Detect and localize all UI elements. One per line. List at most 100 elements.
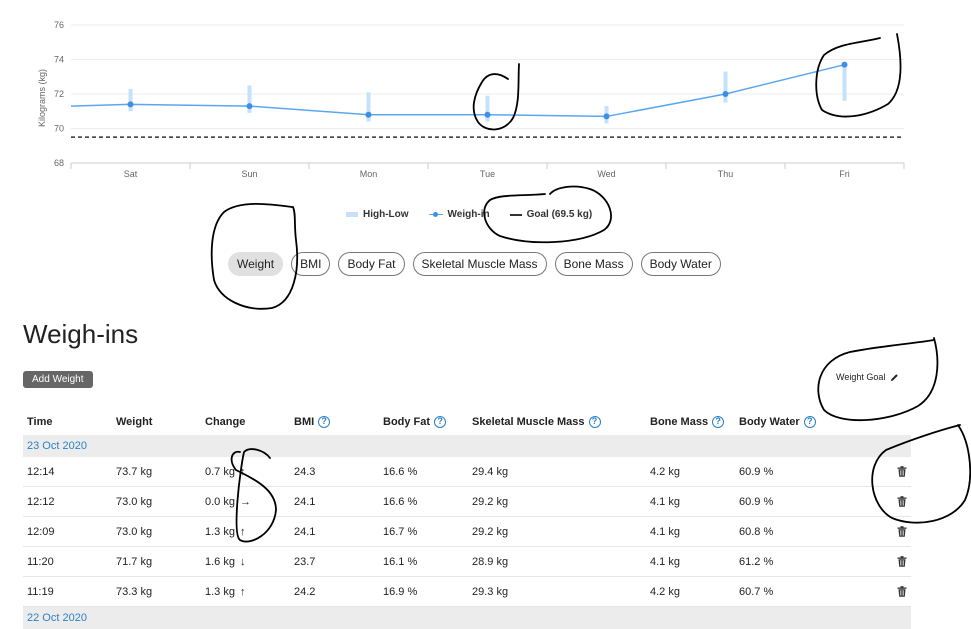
- legend-weigh-in-label: Weigh-in: [447, 209, 490, 220]
- trash-icon[interactable]: [897, 466, 907, 477]
- cell-change: 1.3 kg ↑: [201, 526, 290, 538]
- high-low-bar: [842, 64, 847, 101]
- trash-icon[interactable]: [897, 556, 907, 567]
- pill-bone-mass[interactable]: Bone Mass: [554, 252, 633, 276]
- table-row[interactable]: 11:20 71.7 kg 1.6 kg ↓ 23.7 16.1 % 28.9 kg 4.1 …: [23, 547, 911, 577]
- change-value: 0.7 kg: [205, 465, 235, 478]
- weigh-in-swatch: [428, 211, 443, 219]
- cell-body-water: 60.9 %: [739, 495, 774, 508]
- table-row[interactable]: 12:12 73.0 kg 0.0 kg → 24.1 16.6 % 29.2 kg 4.1 …: [23, 487, 911, 517]
- metric-selector: Weight BMI Body Fat Skeletal Muscle Mass…: [228, 252, 721, 276]
- cell-body-water: 61.2 %: [739, 555, 774, 568]
- header-body-water[interactable]: Body Water?: [735, 415, 855, 428]
- weight-goal-button[interactable]: Weight Goal: [836, 372, 899, 382]
- header-weight[interactable]: Weight: [116, 415, 153, 428]
- add-weight-button[interactable]: Add Weight: [23, 371, 93, 388]
- pill-weight[interactable]: Weight: [228, 252, 284, 276]
- y-tick-label: 76: [54, 20, 64, 30]
- trash-icon[interactable]: [897, 496, 907, 507]
- cell-weight: 73.0 kg: [116, 525, 153, 538]
- header-body-fat[interactable]: Body Fat?: [379, 415, 468, 428]
- cell-body-fat: 16.7 %: [383, 525, 418, 538]
- x-tick-label: Mon: [360, 169, 378, 179]
- high-low-bar: [366, 92, 371, 122]
- legend-goal[interactable]: Goal (69.5 kg): [509, 209, 593, 220]
- date-group-header: 23 Oct 2020: [23, 435, 911, 457]
- cell-change: 1.3 kg ↑: [201, 586, 290, 598]
- trend-arrow-icon: ↑: [239, 465, 246, 478]
- change-value: 1.3 kg: [205, 585, 235, 598]
- delete-cell: [855, 466, 911, 477]
- weight-chart: Kilograms (kg) 68 70 72 74 76 Sat Sun Mon Tue Wed…: [37, 20, 905, 179]
- change-value: 1.3 kg: [205, 525, 235, 538]
- cell-body-fat: 16.6 %: [383, 495, 418, 508]
- legend-weigh-in[interactable]: Weigh-in: [428, 209, 490, 220]
- cell-body-water: 60.9 %: [739, 465, 774, 478]
- cell-body-fat: 16.1 %: [383, 555, 418, 568]
- table-row[interactable]: 11:19 73.3 kg 1.3 kg ↑ 24.2 16.9 % 29.3 kg 4.2 …: [23, 577, 911, 607]
- pill-skeletal-muscle-mass[interactable]: Skeletal Muscle Mass: [412, 252, 547, 276]
- header-body-fat-label: Body Fat: [383, 415, 431, 428]
- trend-arrow-icon: ↓: [239, 555, 246, 568]
- x-tick-label: Sat: [124, 169, 138, 179]
- header-water-label: Body Water: [739, 415, 800, 428]
- weight-goal-label: Weight Goal: [836, 372, 886, 382]
- cell-bmi: 23.7: [294, 555, 316, 568]
- table-row[interactable]: 12:14 73.7 kg 0.7 kg ↑ 24.3 16.6 % 29.4 kg 4.2 …: [23, 457, 911, 487]
- cell-bone-mass: 4.2 kg: [650, 585, 680, 598]
- trend-arrow-icon: →: [239, 495, 251, 508]
- weigh-in-point: [722, 91, 729, 97]
- high-low-bar: [128, 88, 133, 112]
- cell-time: 11:19: [27, 585, 54, 598]
- header-skeletal-muscle-mass[interactable]: Skeletal Muscle Mass?: [468, 415, 646, 428]
- header-time[interactable]: Time: [27, 415, 53, 428]
- x-tick-label: Thu: [718, 169, 734, 179]
- table-row[interactable]: 12:09 73.0 kg 1.3 kg ↑ 24.1 16.7 % 29.2 kg 4.1 …: [23, 517, 911, 547]
- cell-body-fat: 16.6 %: [383, 465, 418, 478]
- page-title: Weigh-ins: [23, 319, 139, 349]
- weigh-in-point: [127, 101, 134, 108]
- high-low-swatch: [346, 212, 358, 217]
- x-tick-label: Wed: [597, 169, 615, 179]
- header-bmi-label: BMI: [294, 415, 315, 428]
- cell-time: 12:09: [27, 525, 55, 538]
- weigh-in-point: [246, 103, 253, 110]
- trash-icon[interactable]: [897, 526, 907, 537]
- legend-goal-label: Goal (69.5 kg): [526, 209, 593, 220]
- header-change[interactable]: Change: [205, 415, 246, 428]
- change-value: 1.6 kg: [205, 555, 235, 568]
- date-group-header: 22 Oct 2020: [23, 607, 911, 629]
- cell-bmi: 24.1: [294, 525, 316, 538]
- trend-arrow-icon: ↑: [239, 525, 246, 538]
- delete-cell: [855, 496, 911, 507]
- help-circle-icon[interactable]: ?: [588, 415, 601, 428]
- high-low-bar: [485, 95, 490, 122]
- pill-body-water[interactable]: Body Water: [640, 252, 721, 276]
- chart-legend: High-Low Weigh-in Goal (69.5 kg): [346, 209, 592, 220]
- trash-icon[interactable]: [897, 586, 907, 597]
- delete-cell: [855, 586, 911, 597]
- help-circle-icon[interactable]: ?: [434, 415, 447, 428]
- header-bone-label: Bone Mass: [650, 415, 709, 428]
- y-tick-label: 70: [54, 124, 64, 134]
- help-circle-icon[interactable]: ?: [712, 415, 725, 428]
- help-circle-icon[interactable]: ?: [318, 415, 331, 428]
- header-bmi[interactable]: BMI?: [290, 415, 379, 428]
- legend-high-low-label: High-Low: [363, 209, 409, 220]
- delete-cell: [855, 526, 911, 537]
- cell-bone-mass: 4.1 kg: [650, 555, 680, 568]
- x-tick-label: Sun: [241, 169, 257, 179]
- x-tick-label: Fri: [839, 169, 850, 179]
- high-low-bar: [723, 71, 728, 103]
- legend-high-low[interactable]: High-Low: [346, 209, 409, 220]
- pill-body-fat[interactable]: Body Fat: [338, 252, 405, 276]
- change-value: 0.0 kg: [205, 495, 235, 508]
- help-circle-icon[interactable]: ?: [803, 415, 816, 428]
- weigh-in-point: [484, 111, 491, 118]
- cell-change: 0.7 kg ↑: [201, 466, 290, 478]
- y-tick-label: 68: [54, 158, 64, 168]
- cell-bmi: 24.2: [294, 585, 316, 598]
- header-bone-mass[interactable]: Bone Mass?: [646, 415, 735, 428]
- y-tick-label: 72: [54, 89, 64, 99]
- pill-bmi[interactable]: BMI: [291, 252, 331, 276]
